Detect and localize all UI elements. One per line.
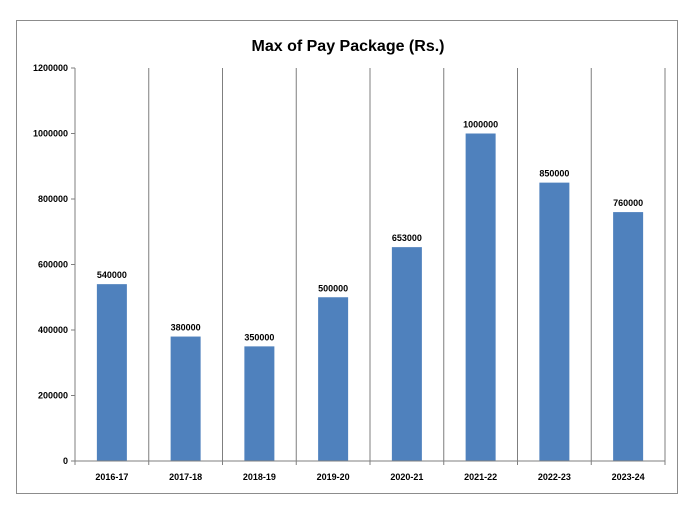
x-tick-label: 2021-22 <box>464 472 497 482</box>
data-label: 653000 <box>392 233 422 243</box>
x-tick-label: 2020-21 <box>390 472 423 482</box>
data-label: 760000 <box>613 198 643 208</box>
y-tick-label: 1200000 <box>33 63 68 73</box>
bar-2018-19 <box>244 346 275 461</box>
x-tick-label: 2017-18 <box>169 472 202 482</box>
y-axis-ticks: 0 200000 400000 600000 800000 1000000 1200000 <box>33 63 75 466</box>
bar-2020-21 <box>391 247 422 461</box>
x-tick-label: 2018-19 <box>243 472 276 482</box>
y-tick-label: 200000 <box>38 391 68 401</box>
data-label: 1000000 <box>463 120 498 130</box>
bars <box>96 133 644 461</box>
x-tick-label: 2016-17 <box>95 472 128 482</box>
x-tick-label: 2023-24 <box>612 472 645 482</box>
y-tick-label: 400000 <box>38 325 68 335</box>
x-tick-label: 2022-23 <box>538 472 571 482</box>
y-tick-label: 800000 <box>38 194 68 204</box>
data-label: 380000 <box>171 323 201 333</box>
y-tick-label: 0 <box>63 456 68 466</box>
bar-2017-18 <box>170 336 201 461</box>
data-label: 500000 <box>318 283 348 293</box>
chart-title: Max of Pay Package (Rs.) <box>252 38 445 55</box>
bar-2021-22 <box>465 133 496 461</box>
axes <box>71 68 665 465</box>
x-axis-ticks: 2016-17 2017-18 2018-19 2019-20 2020-21 2021-… <box>95 461 666 482</box>
bar-chart: Max of Pay Package (Rs.) 0 200000 400000 60… <box>33 38 666 482</box>
data-label: 850000 <box>539 169 569 179</box>
gridlines <box>148 68 666 461</box>
bar-2023-24 <box>613 212 644 461</box>
data-label: 350000 <box>244 332 274 342</box>
bar-2016-17 <box>96 284 127 461</box>
x-tick-label: 2019-20 <box>317 472 350 482</box>
bar-2019-20 <box>318 297 349 461</box>
data-label: 540000 <box>97 270 127 280</box>
data-labels: 540000 380000 350000 500000 653000 1000000 850… <box>97 120 643 343</box>
y-tick-label: 1000000 <box>33 129 68 139</box>
y-tick-label: 600000 <box>38 260 68 270</box>
bar-2022-23 <box>539 182 570 461</box>
chart-frame: Max of Pay Package (Rs.) 0 200000 400000 60… <box>16 20 678 494</box>
